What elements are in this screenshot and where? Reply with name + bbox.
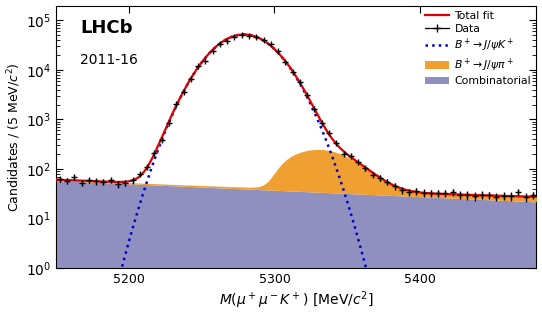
- X-axis label: $M(\mu^+\mu^-K^+)$ [MeV/$c^2$]: $M(\mu^+\mu^-K^+)$ [MeV/$c^2$]: [219, 290, 373, 311]
- Text: 2011-16: 2011-16: [80, 53, 138, 67]
- Legend: Total fit, Data, $B^+\!\to J/\psi K^+$, $B^+\!\to J/\psi \pi^+$, Combinatorial: Total fit, Data, $B^+\!\to J/\psi K^+$, …: [422, 8, 534, 90]
- Y-axis label: Candidates / (5 MeV/$c^2$): Candidates / (5 MeV/$c^2$): [5, 62, 23, 211]
- Text: LHCb: LHCb: [80, 19, 133, 37]
